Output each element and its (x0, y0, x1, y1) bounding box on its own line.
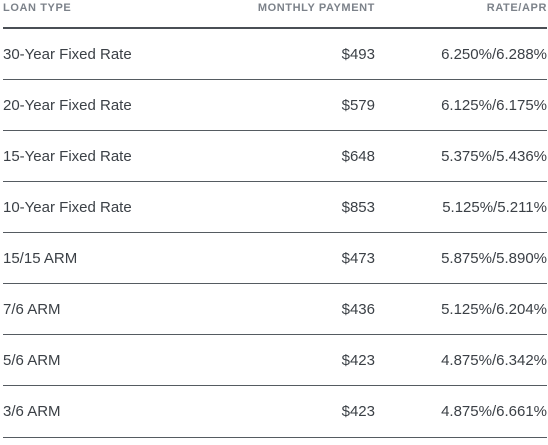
loan-type-cell: 15/15 ARM (3, 232, 199, 284)
monthly-payment-cell: $473 (199, 232, 375, 284)
table-row: 7/6 ARM $436 5.125%/6.204% (3, 283, 547, 335)
monthly-payment-header: MONTHLY PAYMENT (199, 0, 375, 29)
header-row: LOAN TYPE MONTHLY PAYMENT RATE/APR (3, 0, 547, 29)
table-row: 5/6 ARM $423 4.875%/6.342% (3, 334, 547, 386)
table-header: LOAN TYPE MONTHLY PAYMENT RATE/APR (3, 0, 547, 29)
loan-type-cell: 3/6 ARM (3, 385, 199, 438)
monthly-payment-cell: $853 (199, 181, 375, 233)
monthly-payment-cell: $423 (199, 334, 375, 386)
monthly-payment-cell: $436 (199, 283, 375, 335)
monthly-payment-cell: $423 (199, 385, 375, 438)
rate-apr-cell: 6.125%/6.175% (375, 79, 547, 131)
loan-type-header: LOAN TYPE (3, 0, 199, 29)
rate-apr-cell: 4.875%/6.342% (375, 334, 547, 386)
monthly-payment-cell: $493 (199, 28, 375, 80)
table-row: 20-Year Fixed Rate $579 6.125%/6.175% (3, 79, 547, 131)
table-row: 15/15 ARM $473 5.875%/5.890% (3, 232, 547, 284)
mortgage-rates-table: LOAN TYPE MONTHLY PAYMENT RATE/APR 30-Ye… (3, 0, 547, 438)
table-row: 10-Year Fixed Rate $853 5.125%/5.211% (3, 181, 547, 233)
loan-type-cell: 15-Year Fixed Rate (3, 130, 199, 182)
loan-type-cell: 20-Year Fixed Rate (3, 79, 199, 131)
rate-apr-cell: 4.875%/6.661% (375, 385, 547, 438)
rate-apr-cell: 5.375%/5.436% (375, 130, 547, 182)
monthly-payment-cell: $648 (199, 130, 375, 182)
loan-type-cell: 10-Year Fixed Rate (3, 181, 199, 233)
table-row: 15-Year Fixed Rate $648 5.375%/5.436% (3, 130, 547, 182)
loan-type-cell: 5/6 ARM (3, 334, 199, 386)
rate-apr-header: RATE/APR (375, 0, 547, 29)
rate-apr-cell: 5.125%/6.204% (375, 283, 547, 335)
monthly-payment-cell: $579 (199, 79, 375, 131)
table-row: 3/6 ARM $423 4.875%/6.661% (3, 385, 547, 438)
rate-apr-cell: 6.250%/6.288% (375, 28, 547, 80)
loan-type-cell: 30-Year Fixed Rate (3, 28, 199, 80)
table-body: 30-Year Fixed Rate $493 6.250%/6.288% 20… (3, 28, 547, 438)
table-row: 30-Year Fixed Rate $493 6.250%/6.288% (3, 28, 547, 80)
loan-type-cell: 7/6 ARM (3, 283, 199, 335)
rate-apr-cell: 5.875%/5.890% (375, 232, 547, 284)
rate-apr-cell: 5.125%/5.211% (375, 181, 547, 233)
